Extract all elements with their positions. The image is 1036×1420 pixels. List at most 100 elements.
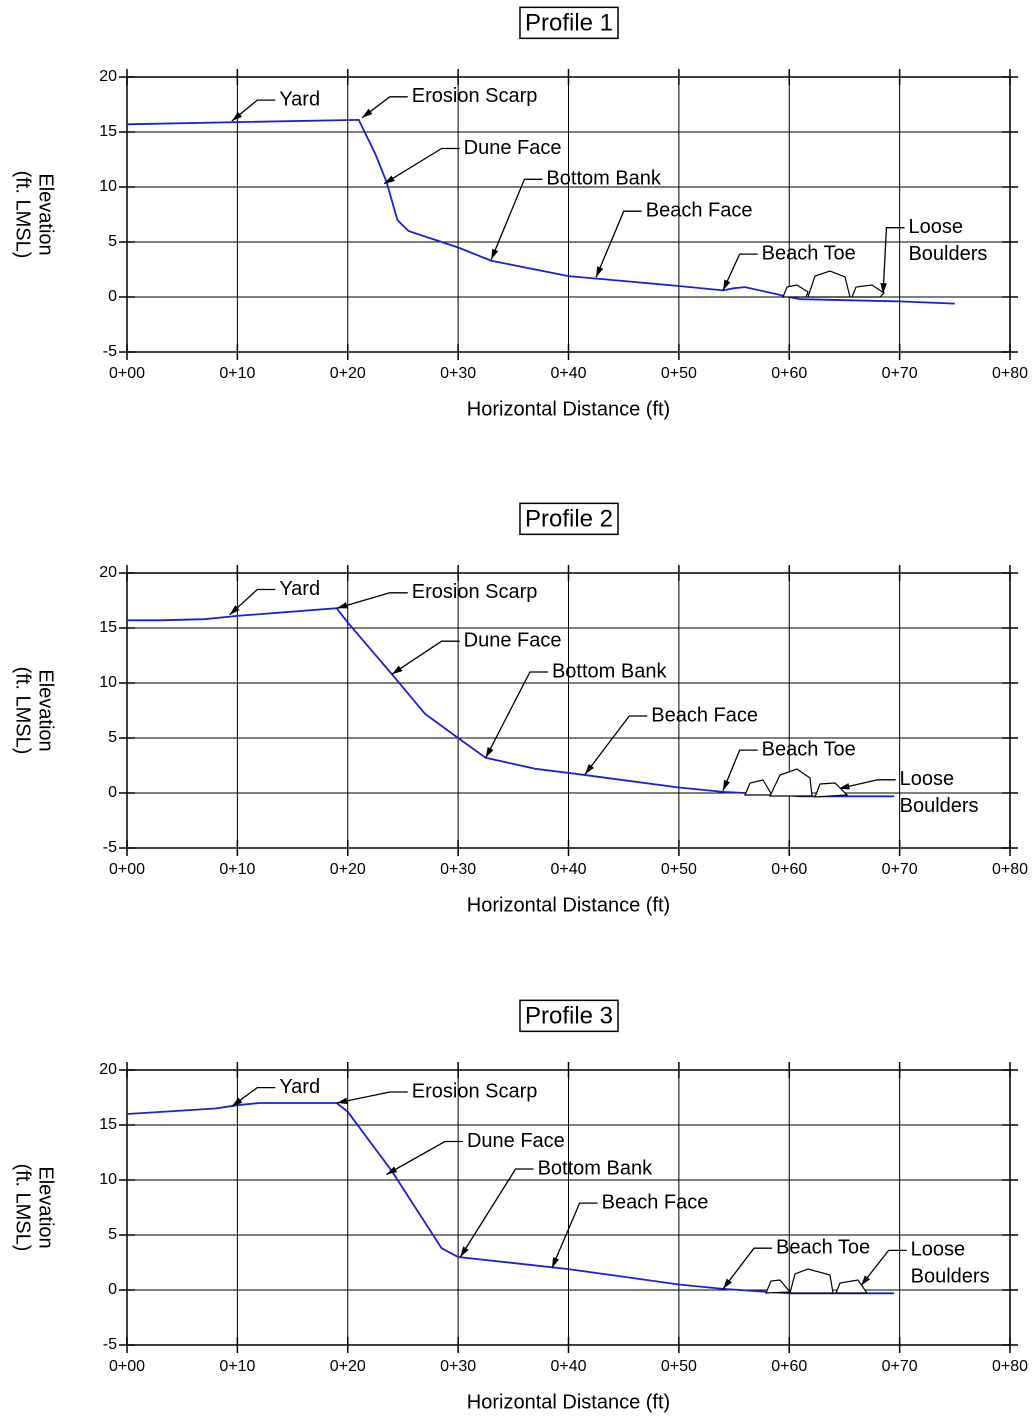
annotation-arrow <box>722 1247 773 1290</box>
x-tick-label: 0+00 <box>109 365 145 382</box>
arrow-head <box>596 266 604 278</box>
y-tick-label: 15 <box>99 1116 117 1133</box>
annotation-text: Yard <box>279 88 320 110</box>
plot-frame <box>126 572 1011 849</box>
annotation-text: Erosion Scarp <box>412 1080 538 1102</box>
chart: 0+00 0+10 0+20 0+30 0+40 0+50 0+60 0+70 0+80 -5 0 5… <box>12 502 1028 916</box>
boulder <box>769 768 813 797</box>
boulders <box>744 270 885 1294</box>
annotation-arrow <box>459 1168 534 1258</box>
annotation-text: Bottom Bank <box>546 168 662 190</box>
chart-title: Profile 3 <box>525 1002 613 1029</box>
annotation-arrow <box>336 592 408 609</box>
annotation-text: Beach Toe <box>762 242 856 264</box>
x-tick-label: 0+40 <box>550 365 586 382</box>
annotation-text: Boulders <box>908 243 987 265</box>
y-tick-label: 20 <box>99 1061 117 1078</box>
annotation-text: Beach Face <box>646 199 753 221</box>
x-tick-label: 0+00 <box>109 861 145 878</box>
annotation-text: Loose <box>900 768 955 790</box>
x-tick-label: 0+50 <box>661 861 697 878</box>
annotation-arrow <box>551 1202 598 1269</box>
x-tick-label: 0+40 <box>550 1358 586 1375</box>
annotation-text: Beach Toe <box>776 1236 870 1258</box>
arrow-head <box>386 1166 398 1175</box>
y-tick-label: 0 <box>108 1281 117 1298</box>
title-box <box>519 6 619 40</box>
annotation-arrow <box>361 96 408 119</box>
arrow-head <box>384 175 395 184</box>
x-tick-label: 0+50 <box>661 1358 697 1375</box>
annotation-text: Yard <box>279 578 320 600</box>
annotation-arrow <box>490 178 543 260</box>
y-tick-label: 15 <box>99 619 117 636</box>
annotation-arrow <box>485 671 548 759</box>
x-axis-label: Horizontal Distance (ft) <box>467 1391 670 1413</box>
chart: 0+00 0+10 0+20 0+30 0+40 0+50 0+60 0+70 0+80 -5 0 5… <box>12 999 1028 1413</box>
x-tick-label: 0+30 <box>440 365 476 382</box>
annotation-arrow <box>336 1091 408 1104</box>
annotation-arrow <box>231 1086 276 1107</box>
x-tick-label: 0+40 <box>550 861 586 878</box>
title-box <box>519 999 619 1033</box>
arrow-head <box>585 763 594 775</box>
x-tick-label: 0+30 <box>440 861 476 878</box>
annotation-text: Beach Face <box>651 704 758 726</box>
x-tick-label: 0+00 <box>109 1358 145 1375</box>
y-axis-label: (ft. LMSL) <box>12 171 34 259</box>
boulder <box>744 779 774 796</box>
annotation-arrow <box>838 779 896 790</box>
x-axis-label: Horizontal Distance (ft) <box>467 894 670 916</box>
arrow-head <box>860 1275 871 1286</box>
x-tick-label: 0+70 <box>882 365 918 382</box>
x-tick-label: 0+50 <box>661 365 697 382</box>
annotation-text: Boulders <box>911 1266 990 1288</box>
annotation-text: Erosion Scarp <box>412 85 538 107</box>
chart: 0+00 0+10 0+20 0+30 0+40 0+50 0+60 0+70 0+80 -5 0 5… <box>12 6 1028 420</box>
annotation-text: Dune Face <box>464 137 562 159</box>
arrow-head <box>880 283 887 294</box>
arrow-head <box>723 779 731 791</box>
annotation-arrow <box>722 253 758 291</box>
annotation-arrow <box>595 210 642 278</box>
arrow-head <box>362 108 373 118</box>
x-tick-label: 0+30 <box>440 1358 476 1375</box>
y-tick-label: 5 <box>108 233 117 250</box>
annotation-arrow <box>860 1249 907 1287</box>
arrow-head <box>838 783 850 790</box>
annotation-arrow <box>229 588 276 616</box>
x-axis-label: Horizontal Distance (ft) <box>467 398 670 420</box>
annotation-arrow <box>584 715 648 775</box>
y-axis-label: Elevation <box>35 669 57 751</box>
arrow-head <box>551 1257 560 1268</box>
annotation-text: Yard <box>279 1076 320 1098</box>
boulder <box>851 284 885 298</box>
annotation-text: Loose <box>911 1239 966 1261</box>
boulder <box>807 270 851 298</box>
boulder <box>789 1268 834 1294</box>
arrow-head <box>491 248 499 260</box>
y-tick-label: 0 <box>108 784 117 801</box>
annotation-text: Loose <box>908 216 963 238</box>
boulder <box>835 1279 869 1294</box>
y-axis-label: (ft. LMSL) <box>12 667 34 755</box>
profile-line <box>126 1102 895 1295</box>
chart-title: Profile 2 <box>525 505 613 532</box>
arrow-head <box>723 279 731 291</box>
x-tick-label: 0+60 <box>771 365 807 382</box>
y-tick-label: -5 <box>103 1336 117 1353</box>
boulder <box>814 782 849 798</box>
annotation-text: Bottom Bank <box>552 660 668 682</box>
annotation-arrow <box>882 227 905 294</box>
y-tick-label: -5 <box>103 343 117 360</box>
y-tick-label: 10 <box>99 1171 117 1188</box>
x-tick-label: 0+10 <box>219 365 255 382</box>
x-tick-label: 0+20 <box>330 365 366 382</box>
annotation-arrow <box>386 1140 463 1176</box>
y-tick-label: 20 <box>99 68 117 85</box>
arrow-head <box>336 1097 348 1105</box>
x-tick-label: 0+80 <box>992 1358 1028 1375</box>
y-axis-label: (ft. LMSL) <box>12 1164 34 1252</box>
